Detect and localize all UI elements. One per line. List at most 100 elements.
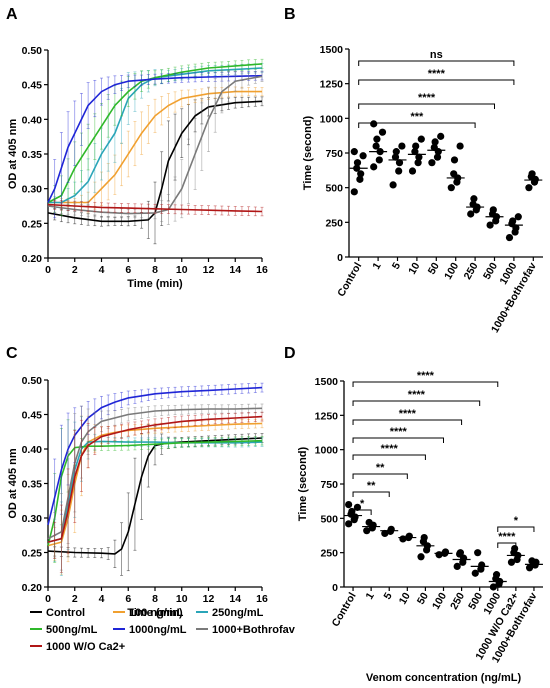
panel-b-y-tick-label: 250 [325,217,343,229]
panel-d-data-point [474,549,482,557]
panel-a-y-tick-label: 0.50 [22,45,43,57]
panel-d-y-axis-label: Time (second) [297,446,309,521]
panel-d-comparison-bracket [352,491,390,497]
panel-d-significance-label: **** [381,443,399,455]
panel-b-data-point [350,148,358,156]
panel-b-data-point [489,206,497,214]
panel-c-y-tick-label: 0.25 [22,548,43,560]
panel-b-data-point [447,184,455,192]
panel-d-y-tick-label: 0 [332,582,338,594]
panel-d-data-point [489,583,497,591]
panel-b-y-tick-label: 1000 [320,113,344,125]
panel-a-x-tick-label: 2 [72,264,78,276]
panel-d-data-point [441,548,450,556]
panel-a-y-tick-label: 0.25 [22,218,43,230]
panel-b-data-point [378,128,387,136]
panel-b-data-point [433,153,442,161]
legend-label: Control [46,607,85,619]
panel-d-comparison-bracket [497,542,517,548]
panel-b-data-point [467,210,475,218]
panel-b-comparison-bracket [358,122,476,128]
panel-b-data-point [450,156,459,164]
panel-b-data-point [486,221,494,229]
panel-b-data-point [470,195,478,203]
panel-b-y-tick-label: 0 [337,252,343,264]
panel-b-data-point [357,170,365,178]
panel-a-series-3-error-bars [53,58,264,216]
panel-d-significance-label: ** [376,462,385,474]
panel-c-series-line-control [47,437,263,555]
panel-c-y-tick-label: 0.35 [22,479,43,491]
panel-d-y-tick-label: 1500 [315,376,339,388]
panel-d-data-point [353,503,362,511]
panel-b-data-point [353,159,362,167]
panel-d-data-point [420,533,428,542]
panel-a-x-tick-label: 0 [45,264,51,276]
panel-b-y-tick-label: 500 [325,183,343,195]
panel-d-significance-label: ** [367,480,376,492]
panel-a-x-tick-label: 12 [203,264,215,276]
panel-d-significance-label: **** [498,531,516,543]
panel-b-data-point [391,153,400,161]
panel-c-y-tick-label: 0.45 [22,410,43,422]
panel-b-y-axis-label: Time (second) [302,115,314,190]
panel-a-line-chart: 0.20 0.25 0.30 0.35 0.40 0.45 0.50 0 2 4 6 8 10 12 14 1… [7,45,268,290]
panel-b-comparison-bracket [358,60,515,66]
panel-d-comparison-bracket [352,381,499,387]
panel-c-line-chart: 0.20 0.25 0.30 0.35 0.40 0.45 0.50 0 2 4 6 8 10 12 14 1… [7,375,268,619]
legend-label: 1000 W/O Ca2+ [46,641,125,653]
panel-d-data-point [492,571,501,579]
legend: Control 100 ng/mL 250ng/mL 500ng/mL 1000ng/m… [30,607,296,653]
panel-d-x-tick-label: 50 [415,590,431,606]
panel-a-series-1-error-bars [53,86,264,214]
panel-label-d: D [284,345,296,362]
panel-b-data-point [370,163,378,171]
panel-b-data-point [528,170,536,178]
panel-d-data-point [345,520,353,528]
legend-label: 1000+Bothrofav [212,624,296,636]
panel-b-x-tick-label: 50 [426,260,442,276]
panel-d-significance-label: * [514,515,519,527]
panel-a-series-0-error-bars [53,96,264,245]
panel-b-data-point [412,142,420,150]
panel-b-data-point [417,135,425,143]
panel-c-series-2-error-bars [53,416,264,576]
panel-d-data-point [345,501,353,509]
panel-b-data-point [509,217,517,225]
panel-d-comparison-bracket [352,509,372,515]
panel-b-significance-label: **** [418,92,436,104]
panel-d-data-point [453,562,461,571]
legend-label: 500ng/mL [46,624,98,636]
panel-b-data-point [469,200,477,208]
panel-c-y-axis-label: OD at 405 nm [7,448,19,519]
panel-d-y-tick-label: 500 [320,513,338,525]
panel-b-data-point [389,181,397,189]
panel-b-x-tick-label: 500 [481,260,500,281]
panel-c-x-tick-label: 10 [176,593,188,605]
panel-a-series-2-error-bars [53,63,264,211]
panel-d-x-tick-label: 250 [448,590,467,611]
panel-b-data-point [395,167,403,175]
panel-b-x-tick-label: 1 [370,260,383,271]
panel-c-x-tick-label: 16 [256,593,268,605]
panel-c-y-tick-label: 0.30 [22,513,43,525]
panel-c-series-4-error-bars [53,382,264,536]
panel-b-data-point [505,233,514,242]
panel-b-significance-label: **** [428,68,446,80]
panel-b-data-point [359,152,367,160]
panel-c-x-tick-label: 14 [229,593,241,605]
panel-label-a: A [6,6,18,23]
panel-d-data-point [478,561,486,569]
panel-c-x-axis-label: Time (min) [127,607,183,619]
panel-b-data-point [375,156,383,164]
panel-b-data-point [450,170,458,178]
panel-a-x-tick-label: 16 [256,264,268,276]
panel-d-comparison-bracket [352,454,426,460]
panel-b-significance-label: ns [430,49,443,61]
panel-d-data-point [525,564,534,572]
panel-d-x-tick-label: Control [330,590,359,628]
panel-c-y-tick-label: 0.50 [22,375,43,387]
panel-b-data-point [414,159,422,167]
